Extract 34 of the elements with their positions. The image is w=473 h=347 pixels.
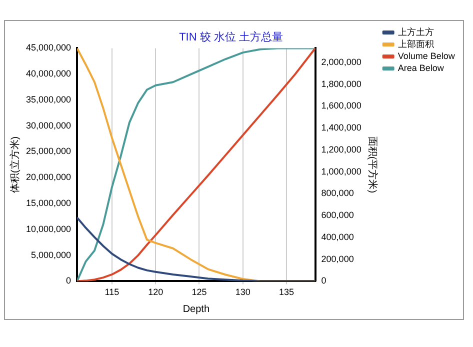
x-tick-label: 125 — [192, 287, 207, 298]
x-tick-label: 115 — [104, 287, 120, 298]
x-tick-label: 120 — [148, 287, 164, 298]
y2-axis-title: 面积(平方米) — [366, 136, 379, 194]
legend-label: Area Below — [398, 62, 444, 73]
y2-tick-label: 200,000 — [321, 254, 354, 264]
y2-tick-label: 2,000,000 — [321, 56, 362, 67]
legend-label: Volume Below — [398, 50, 456, 61]
legend-label: 上部面积 — [398, 38, 434, 49]
y2-tick-label: 600,000 — [321, 210, 354, 220]
y2-tick-label: 1,600,000 — [321, 100, 362, 111]
y-tick-label: 35,000,000 — [26, 94, 72, 104]
x-tick-label: 130 — [235, 287, 250, 298]
y2-tick-label: 0 — [321, 276, 326, 286]
y2-tick-label: 1,000,000 — [321, 166, 362, 176]
y2-tick-label: 800,000 — [321, 188, 354, 198]
y-tick-label: 20,000,000 — [26, 172, 72, 182]
y-tick-label: 10,000,000 — [26, 224, 72, 234]
legend-label: 上方土方 — [398, 26, 434, 37]
x-tick-label: 135 — [278, 287, 294, 298]
x-axis-title: Depth — [182, 304, 210, 315]
y-tick-label: 5,000,000 — [30, 250, 72, 260]
y-tick-label: 0 — [66, 276, 72, 286]
y-tick-label: 15,000,000 — [26, 198, 72, 208]
y2-tick-label: 1,800,000 — [321, 78, 362, 89]
y2-tick-label: 1,400,000 — [321, 122, 362, 133]
y-axis-title: 体积(立方米) — [8, 136, 21, 194]
y2-tick-label: 1,200,000 — [321, 144, 362, 154]
y-tick-label: 30,000,000 — [26, 120, 72, 130]
y-tick-label: 40,000,000 — [26, 68, 72, 79]
y-tick-label: 45,000,000 — [26, 42, 72, 53]
y2-tick-label: 400,000 — [321, 232, 354, 242]
y-tick-label: 25,000,000 — [26, 146, 72, 156]
chart-title: TIN 较 水位 土方总量 — [179, 30, 283, 44]
